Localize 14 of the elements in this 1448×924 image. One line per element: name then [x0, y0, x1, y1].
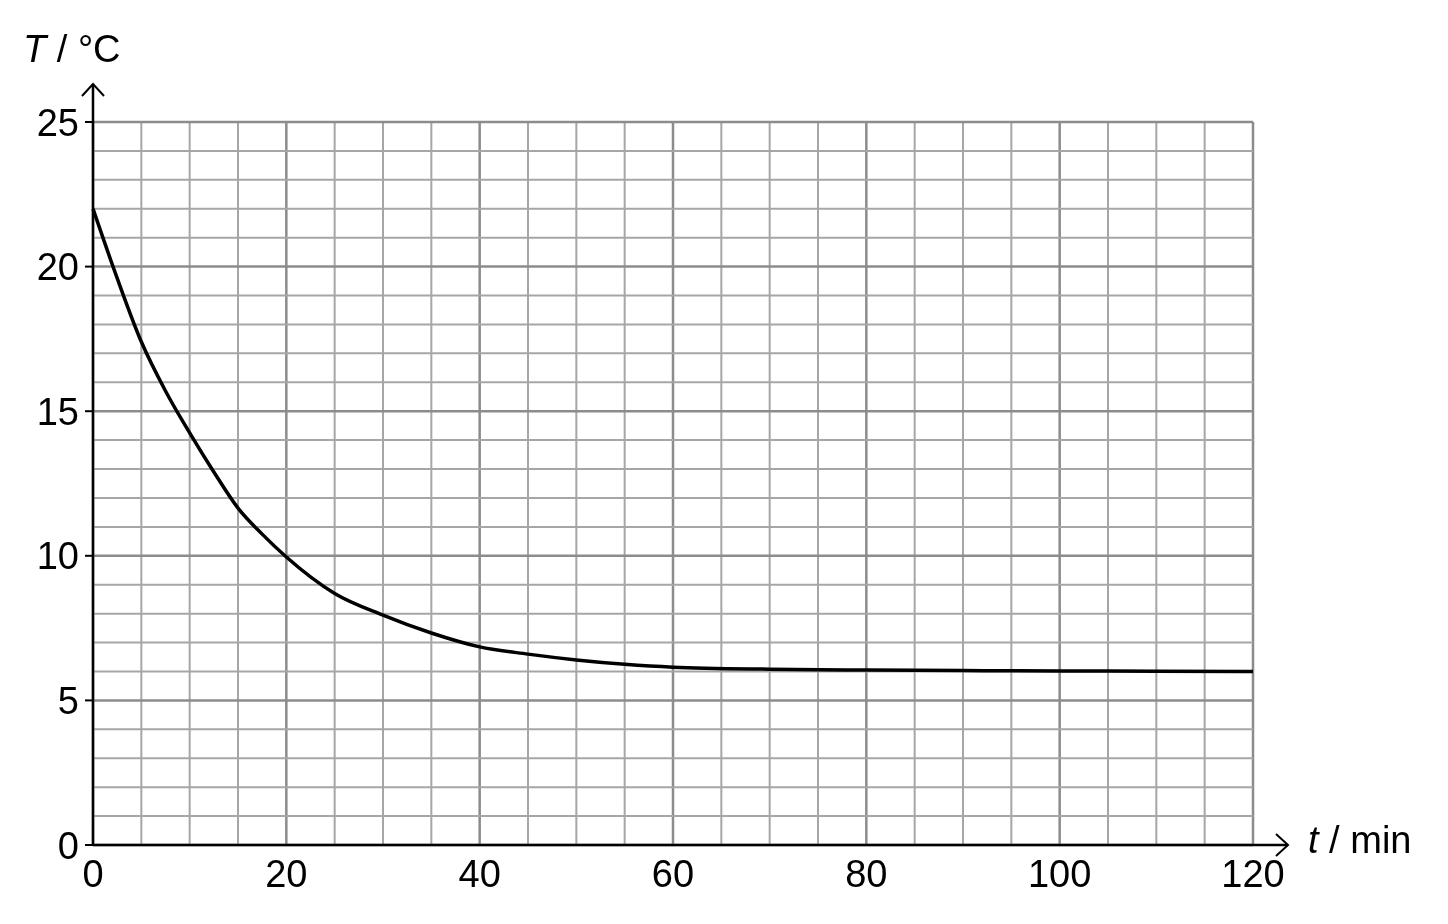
y-tick-label: 5: [57, 680, 79, 723]
y-tick-label: 10: [36, 535, 79, 578]
x-tick-label: 40: [458, 853, 501, 895]
x-tick-label: 80: [845, 853, 888, 895]
y-tick-label: 0: [57, 824, 79, 867]
y-axis-title: T / °C: [23, 28, 121, 70]
x-tick-label: 60: [651, 853, 695, 895]
y-tick-label: 20: [36, 246, 79, 289]
y-tick-label: 15: [36, 390, 79, 433]
y-tick-label: 25: [36, 101, 79, 144]
x-axis-title: t / min: [1308, 819, 1412, 861]
x-tick-label: 100: [1027, 853, 1092, 895]
x-tick-label: 20: [265, 853, 308, 895]
x-tick-label: 120: [1221, 853, 1285, 895]
